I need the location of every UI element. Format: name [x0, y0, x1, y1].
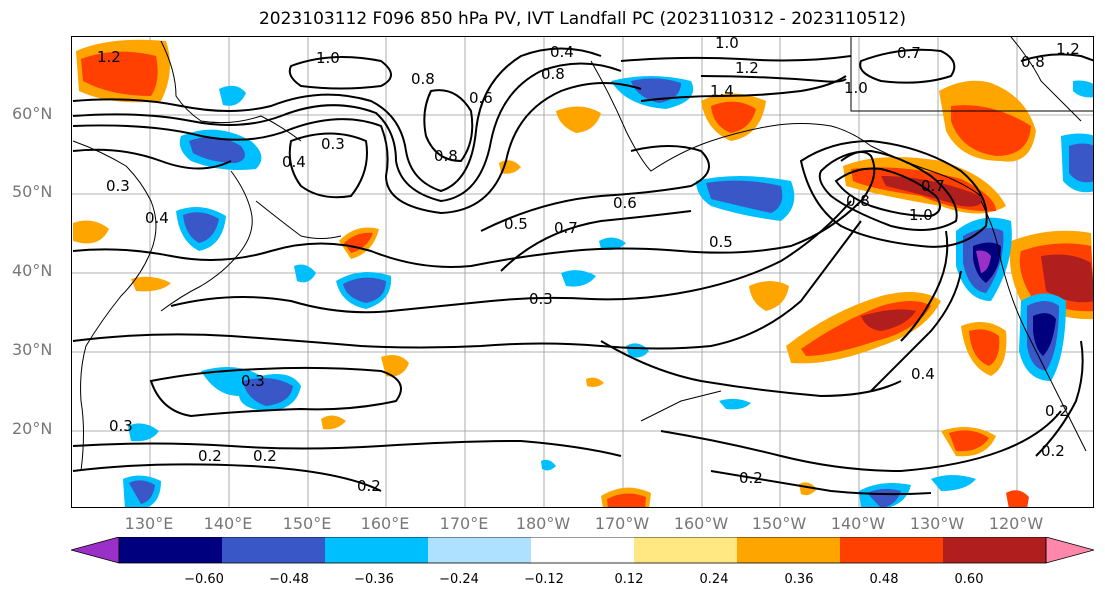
lat-label-40n: 40°N — [12, 261, 53, 280]
colorbar-outline — [118, 537, 1047, 564]
colorbar-extend-low — [71, 537, 120, 564]
lon-label-140e: 140°E — [203, 514, 253, 533]
contour-label: 1.0 — [316, 49, 340, 67]
lat-label-60n: 60°N — [12, 104, 53, 123]
contour-label: 0.2 — [253, 447, 277, 465]
contour-label: 1.2 — [97, 48, 121, 66]
contour-label: 0.6 — [469, 89, 493, 107]
lat-label-50n: 50°N — [12, 182, 53, 201]
contour-label: 0.2 — [198, 447, 222, 465]
lon-label-130e: 130°E — [124, 514, 174, 533]
colorbar-segment — [325, 537, 428, 563]
colorbar-tick: 0.12 — [614, 572, 644, 587]
contour-label: 0.2 — [357, 477, 381, 495]
contour-label: 1.0 — [844, 79, 868, 97]
contour-label: 1.0 — [715, 37, 739, 52]
contour-label: 0.3 — [106, 177, 130, 195]
colorbar-segment — [737, 537, 840, 563]
contour-label: 0.3 — [321, 135, 345, 153]
contour-label: 0.8 — [434, 147, 458, 165]
lon-label-140w: 140°W — [830, 514, 886, 533]
lon-label-170e: 170°E — [439, 514, 489, 533]
colorbar-tick: 0.24 — [699, 572, 729, 587]
contour-label: 0.3 — [109, 417, 133, 435]
map-title: 2023103112 F096 850 hPa PV, IVT Landfall… — [258, 9, 906, 29]
contour-label: 0.3 — [241, 372, 265, 390]
lon-label-120w: 120°W — [988, 514, 1044, 533]
contour-label: 0.2 — [739, 469, 763, 487]
pv-contours — [72, 47, 1093, 496]
contour-label: 0.7 — [921, 177, 945, 195]
contour-label: 0.4 — [145, 209, 169, 227]
colorbar-tick: −0.48 — [269, 572, 309, 587]
contour-label: 0.4 — [911, 365, 935, 383]
contour-label: 0.8 — [846, 192, 870, 210]
contour-label: 1.2 — [1056, 40, 1080, 58]
lon-label-150w: 150°W — [751, 514, 807, 533]
lon-label-170w: 170°W — [594, 514, 650, 533]
lon-label-160w: 160°W — [673, 514, 729, 533]
colorbar-segment — [531, 537, 634, 563]
contour-label: 0.4 — [550, 43, 574, 61]
contour-label: 0.2 — [1045, 402, 1069, 420]
colorbar-tick: 0.36 — [784, 572, 814, 587]
lon-label-180w: 180°W — [515, 514, 571, 533]
contour-label: 0.7 — [897, 44, 921, 62]
colorbar-segment — [222, 537, 325, 563]
contour-label: 0.5 — [504, 215, 528, 233]
contour-label: 1.2 — [735, 59, 759, 77]
colorbar-extend-high — [1045, 537, 1094, 564]
lon-label-150e: 150°E — [282, 514, 332, 533]
contour-label: 0.6 — [613, 194, 637, 212]
map-svg: 1.2 1.0 0.8 0.4 0.8 0.6 1.0 1.2 1.4 1.0 … — [72, 37, 1093, 507]
colorbar — [71, 537, 1094, 564]
contour-label: 0.2 — [1041, 442, 1065, 460]
colorbar-segment — [119, 537, 222, 563]
map-panel: 1.2 1.0 0.8 0.4 0.8 0.6 1.0 1.2 1.4 1.0 … — [71, 36, 1094, 508]
colorbar-segment — [943, 537, 1046, 563]
contour-labels: 1.2 1.0 0.8 0.4 0.8 0.6 1.0 1.2 1.4 1.0 … — [97, 37, 1080, 495]
colorbar-segment — [428, 537, 531, 563]
contour-label: 0.4 — [282, 153, 306, 171]
colorbar-tick: −0.12 — [524, 572, 564, 587]
colorbar-tick: −0.24 — [439, 572, 479, 587]
contour-label: 0.8 — [1021, 53, 1045, 71]
colorbar-tick: −0.60 — [184, 572, 224, 587]
contour-label: 0.5 — [709, 233, 733, 251]
colorbar-tick: 0.48 — [869, 572, 899, 587]
colorbar-segment — [634, 537, 737, 563]
ivt-positive-shading — [73, 39, 1093, 507]
contour-label: 0.3 — [529, 290, 553, 308]
lat-label-30n: 30°N — [12, 340, 53, 359]
lon-label-160e: 160°E — [360, 514, 410, 533]
lat-label-20n: 20°N — [12, 419, 53, 438]
contour-label: 1.4 — [710, 82, 734, 100]
colorbar-segment — [840, 537, 943, 563]
contour-label: 1.0 — [909, 206, 933, 224]
contour-label: 0.8 — [541, 65, 565, 83]
lon-label-130w: 130°W — [909, 514, 965, 533]
colorbar-segments — [71, 537, 1094, 564]
contour-label: 0.7 — [554, 219, 578, 237]
colorbar-tick: 0.60 — [954, 572, 984, 587]
colorbar-tick: −0.36 — [354, 572, 394, 587]
contour-label: 0.8 — [411, 70, 435, 88]
coastlines — [72, 37, 1093, 472]
